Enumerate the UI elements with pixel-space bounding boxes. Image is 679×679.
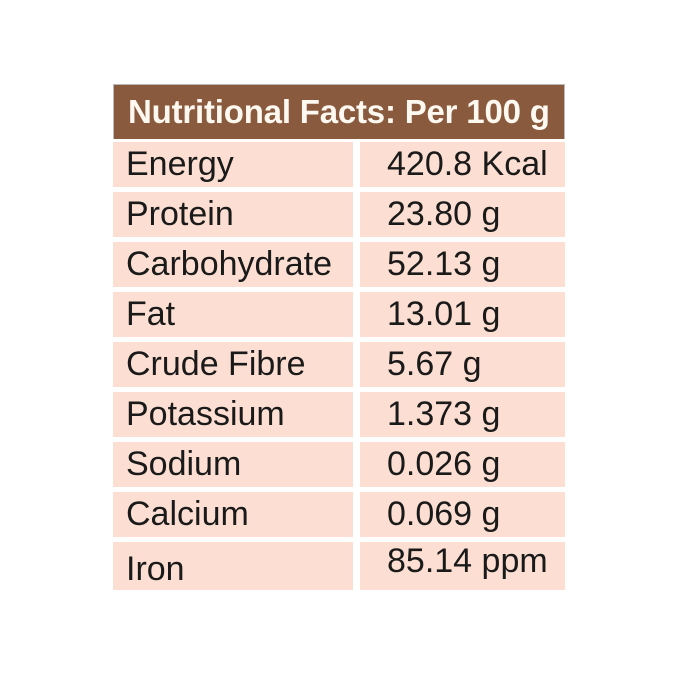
- nutrition-table: Nutritional Facts: Per 100 g Energy 420.8…: [113, 84, 565, 590]
- nutrient-value: 13.01 g: [387, 295, 501, 333]
- table-row: Carbohydrate 52.13 g: [113, 242, 565, 287]
- table-header: Nutritional Facts: Per 100 g: [113, 84, 565, 139]
- table-row: Iron 85.14 ppm: [113, 542, 565, 590]
- nutrient-value: 23.80 g: [387, 195, 501, 233]
- table-row: Potassium 1.373 g: [113, 392, 565, 437]
- nutrient-value: 52.13 g: [387, 245, 501, 283]
- nutrient-name: Energy: [126, 145, 234, 183]
- nutrient-value-cell: 0.069 g: [360, 492, 565, 537]
- nutrient-name-cell: Fat: [113, 292, 353, 337]
- table-row: Calcium 0.069 g: [113, 492, 565, 537]
- nutrient-name-cell: Sodium: [113, 442, 353, 487]
- nutrient-value: 0.026 g: [387, 445, 501, 483]
- nutrient-name: Iron: [126, 549, 185, 588]
- table-row: Energy 420.8 Kcal: [113, 142, 565, 187]
- nutrient-name-cell: Energy: [113, 142, 353, 187]
- table-body: Energy 420.8 Kcal Protein 23.80 g Carbohydra…: [113, 142, 565, 590]
- table-row: Crude Fibre 5.67 g: [113, 342, 565, 387]
- nutrient-value: 85.14 ppm: [387, 542, 548, 580]
- nutrient-value-cell: 52.13 g: [360, 242, 565, 287]
- nutrient-value-cell: 85.14 ppm: [360, 542, 565, 590]
- nutrient-name: Calcium: [126, 495, 249, 533]
- table-row: Protein 23.80 g: [113, 192, 565, 237]
- nutrient-name: Protein: [126, 195, 234, 233]
- table-row: Sodium 0.026 g: [113, 442, 565, 487]
- nutrient-value: 5.67 g: [387, 345, 482, 383]
- nutrient-name-cell: Carbohydrate: [113, 242, 353, 287]
- nutrient-value-cell: 420.8 Kcal: [360, 142, 565, 187]
- nutrient-name-cell: Protein: [113, 192, 353, 237]
- nutrient-name: Fat: [126, 295, 176, 333]
- nutrient-name: Sodium: [126, 445, 242, 483]
- nutrient-name-cell: Potassium: [113, 392, 353, 437]
- table-row: Fat 13.01 g: [113, 292, 565, 337]
- nutrient-name-cell: Iron: [113, 542, 353, 590]
- nutrient-value: 1.373 g: [387, 395, 501, 433]
- nutrient-name: Crude Fibre: [126, 345, 306, 383]
- nutrient-name: Carbohydrate: [126, 245, 333, 283]
- nutrient-value-cell: 13.01 g: [360, 292, 565, 337]
- table-title: Nutritional Facts: Per 100 g: [128, 93, 550, 130]
- nutrient-value-cell: 1.373 g: [360, 392, 565, 437]
- nutrient-value: 420.8 Kcal: [387, 145, 548, 183]
- nutrient-value-cell: 0.026 g: [360, 442, 565, 487]
- nutrient-value-cell: 23.80 g: [360, 192, 565, 237]
- nutrient-name-cell: Crude Fibre: [113, 342, 353, 387]
- nutrient-value: 0.069 g: [387, 495, 501, 533]
- nutrient-name-cell: Calcium: [113, 492, 353, 537]
- nutrient-name: Potassium: [126, 395, 285, 433]
- nutrient-value-cell: 5.67 g: [360, 342, 565, 387]
